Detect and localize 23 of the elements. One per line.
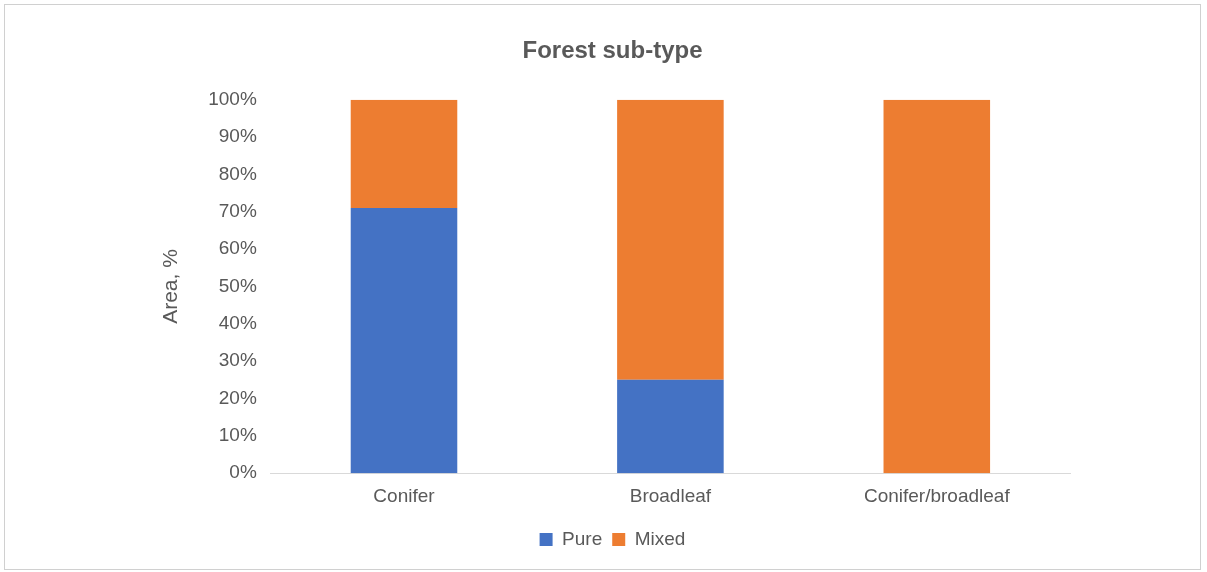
y-axis-title: Area, %	[158, 249, 182, 324]
y-tick-label: 40%	[218, 312, 257, 334]
x-tick-label: Conifer	[373, 484, 436, 506]
y-tick-label: 90%	[218, 125, 257, 147]
legend-label: Mixed	[634, 527, 686, 549]
y-tick-label: 70%	[218, 200, 257, 222]
chart-title: Forest sub-type	[522, 36, 703, 64]
y-tick-label: 20%	[218, 386, 257, 408]
y-tick-label: 10%	[218, 424, 257, 446]
x-tick-label: Conifer/broadleaf	[863, 484, 1011, 506]
y-tick-label: 60%	[218, 237, 257, 259]
bar	[617, 99, 724, 380]
y-tick-label: 0%	[229, 461, 257, 483]
bar	[617, 379, 724, 474]
bar	[350, 208, 458, 474]
x-tick-label: Broadleaf	[629, 484, 712, 506]
y-tick-label: 50%	[218, 274, 257, 296]
y-tick-label: 80%	[218, 162, 257, 184]
bar	[883, 99, 991, 474]
bar	[350, 99, 458, 209]
y-tick-label: 30%	[218, 349, 257, 371]
legend-label: Pure	[562, 527, 603, 549]
y-tick-label: 100%	[208, 88, 257, 110]
